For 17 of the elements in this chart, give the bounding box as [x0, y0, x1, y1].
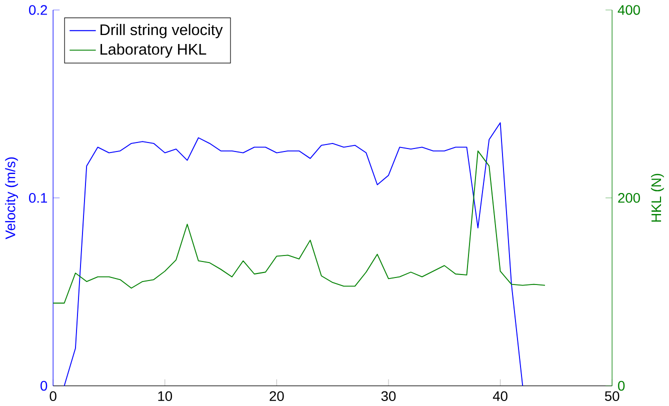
legend-label: Drill string velocity: [100, 24, 223, 38]
y2-tick-label: 0: [618, 380, 625, 391]
y-tick-label: 0.1: [29, 192, 47, 203]
line-series: [64, 122, 524, 386]
x-tick-label: 40: [492, 391, 508, 401]
y-tick-label: 0: [40, 380, 48, 391]
x-tick-label: 0: [50, 391, 56, 401]
y2-tick-label: 200: [618, 192, 640, 203]
y2-axis-title: HKL (N): [651, 174, 664, 222]
y-tick-label: 0.2: [29, 5, 47, 15]
y-axis-title: Velocity (m/s): [5, 157, 18, 240]
x-tick-label: 10: [158, 391, 172, 401]
y2-tick-label: 400: [618, 5, 640, 15]
x-tick-label: 30: [381, 391, 396, 401]
legend-label: Laboratory HKL: [100, 43, 206, 58]
x-tick-label: 50: [604, 391, 620, 401]
x-tick-label: 20: [270, 391, 284, 401]
